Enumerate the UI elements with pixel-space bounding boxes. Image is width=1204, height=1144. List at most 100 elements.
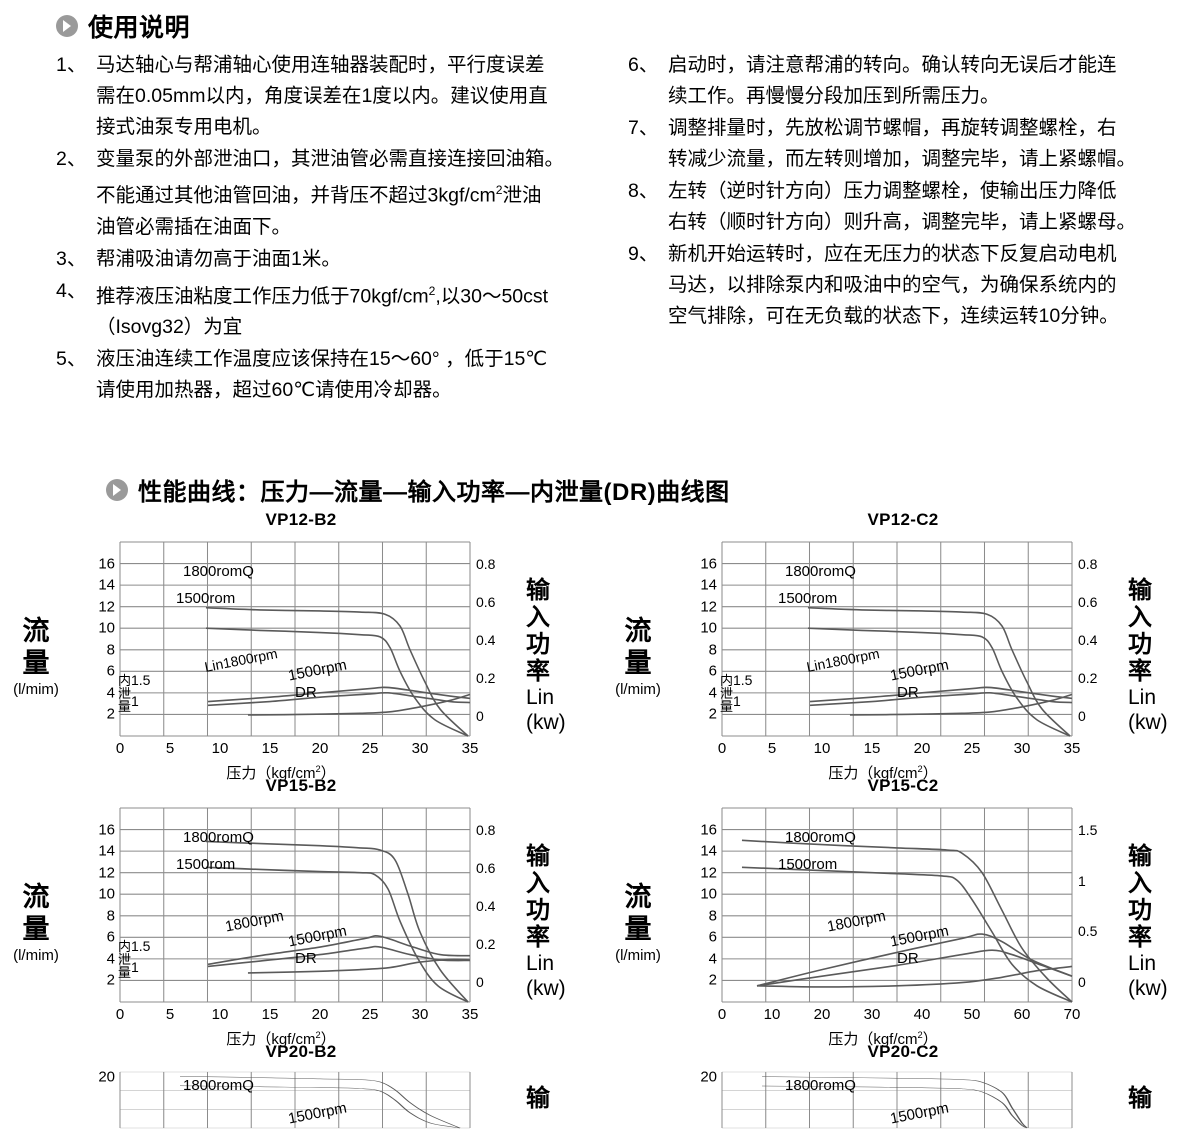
x-tick: 20	[913, 740, 931, 757]
y-tick: 16	[98, 821, 115, 839]
y2-axis-label-cjk: 输入功率	[1128, 843, 1152, 951]
x-tick: 0	[717, 1006, 727, 1023]
instruction-item: 2、 变量泵的外部泄油口，其泄油管必需直接连接回油箱。 不能通过其他油管回油，并背压…	[56, 144, 604, 243]
instruction-item: 5、 液压油连续工作温度应该保持在15～60° ，低于15℃ 请使用加热器，超过60…	[56, 344, 604, 406]
curve-1500rpm	[179, 1085, 461, 1129]
chart-svg	[119, 807, 471, 1003]
series-label-1500rom: 1500rom	[778, 590, 838, 608]
chart-svg	[119, 541, 471, 737]
y-tick: 2	[106, 705, 115, 723]
curve-lin1800rpm	[207, 934, 471, 966]
curve-1500rom	[741, 866, 1073, 1003]
chart-svg	[721, 807, 1073, 1003]
instruction-number: 2、	[56, 148, 87, 170]
play-circle-icon	[56, 15, 78, 37]
y-tick: 4	[106, 950, 115, 968]
y-tick: 8	[708, 641, 717, 659]
y-axis-label-left: 流量 (l/mim)	[602, 536, 674, 776]
play-circle-icon	[106, 478, 128, 501]
y-tick: 4	[708, 684, 717, 702]
y2-axis-label-lin: Lin	[1128, 952, 1157, 975]
y2-axis-unit: (kw)	[1128, 977, 1168, 1000]
y2-axis-label-cjk: 输	[1128, 1084, 1152, 1112]
instruction-line: 帮浦吸油请勿高于油面1米。	[96, 247, 341, 270]
chart-title: VP15-C2	[867, 776, 939, 795]
y2-tick: 0.8	[476, 556, 496, 573]
x-tick: 0	[717, 740, 727, 757]
plot-area-wrapper: 1800romQ 1500rpm 20	[676, 1068, 1128, 1129]
y-tick: 2	[708, 705, 717, 723]
x-tick: 40	[913, 1006, 931, 1023]
instruction-line: 接式油泵专用电机。	[96, 116, 272, 138]
y-tick: 12	[700, 864, 717, 882]
chart-vp20-b2: VP20-B2 输 1800romQ 1500rpm 20	[0, 1042, 602, 1129]
y2-axis-label-lin: Lin	[526, 952, 555, 975]
instruction-line: 油管必需插在油面下。	[96, 215, 292, 238]
y-axis-label-cjk: 流量	[624, 615, 652, 678]
plot-area-wrapper: 1800romQ 1500rom Lin1800rpm 1500rpm DR 2 4 6 8 10…	[74, 536, 526, 782]
inner-axis-label: 内泄量	[118, 672, 132, 714]
instruction-line: 空气排除，可在无负载的状态下，连续运转10分钟。	[668, 305, 1119, 327]
instructions-right-column: 6、 启动时，请注意帮浦的转向。确认转向无误后才能连 续工作。再慢慢分段加压到所需压…	[628, 50, 1176, 407]
instruction-line: 液压油连续工作温度应该保持在15～60° ，低于15℃	[96, 348, 548, 370]
y2-tick: 0	[1078, 707, 1086, 724]
chart-row: VP12-B2 流量 (l/mim) 输入功率 Lin (kw) 1800romQ 1500r…	[0, 510, 1204, 782]
instruction-line: 左转（逆时针方向）压力调整螺栓，使输出压力降低	[668, 180, 1117, 202]
y-tick: 12	[98, 864, 115, 882]
y2-axis-label-cjk: 输入功率	[526, 577, 550, 685]
curve-lin1800rpm	[809, 686, 1073, 703]
plot-area: 1800romQ 1500rom 1800rpm 1500rpm DR 2 4 6 8 10 12 1…	[98, 807, 495, 1048]
instruction-item: 9、 新机开始运转时，应在无压力的状态下反复启动电机 马达，以排除泵内和吸油中的空气…	[628, 239, 1176, 332]
instruction-line: 需在0.05mm以内，角度误差在1度以内。建议使用直	[96, 85, 548, 107]
instruction-line: 启动时，请注意帮浦的转向。确认转向无误后才能连	[668, 54, 1117, 76]
y2-axis-unit: (kw)	[526, 711, 566, 734]
chart-vp15-b2: VP15-B2 流量 (l/mim) 输入功率 Lin (kw) 1800romQ 1500r…	[0, 776, 602, 1048]
x-tick: 5	[165, 740, 175, 757]
series-label-1800romq: 1800romQ	[183, 563, 254, 581]
y-axis-label-left: 流量 (l/mim)	[602, 802, 674, 1042]
instruction-item: 1、 马达轴心与帮浦轴心使用连轴器装配时，平行度误差 需在0.05mm以内，角度误差…	[56, 50, 604, 143]
chart-vp12-c2: VP12-C2 流量 (l/mim) 输入功率 Lin (kw) 1800romQ 1500r…	[602, 510, 1204, 782]
chart-title: VP20-B2	[265, 1042, 337, 1061]
y2-tick: 0	[1078, 973, 1086, 990]
y-tick: 14	[700, 576, 717, 594]
x-tick: 20	[311, 740, 329, 757]
instruction-text: 左转（逆时针方向）压力调整螺栓，使输出压力降低 右转（顺时针方向）则升高，调整完毕…	[668, 176, 1176, 238]
y-tick: 2	[708, 971, 717, 989]
x-tick: 20	[311, 1006, 329, 1023]
y-axis-unit: (l/mim)	[615, 680, 661, 698]
instruction-number: 7、	[628, 117, 659, 139]
plot-area: 1800romQ 1500rom Lin1800rpm 1500rpm DR 2 4 6 8 10…	[700, 541, 1097, 782]
curve-lin1800rpm	[207, 686, 471, 703]
series-label-1500rom: 1500rom	[778, 856, 838, 874]
y-axis-label-cjk: 流量	[624, 881, 652, 944]
chart-svg	[721, 541, 1073, 737]
x-tick: 10	[211, 1006, 229, 1023]
instruction-text: 液压油连续工作温度应该保持在15～60° ，低于15℃ 请使用加热器，超过60℃请…	[96, 344, 604, 406]
y-tick: 16	[98, 555, 115, 573]
curve-1500rom	[807, 627, 1071, 737]
y-axis-label-left: 流量 (l/mim)	[0, 802, 72, 1042]
y2-tick: 1	[1078, 872, 1086, 889]
instruction-item: 3、 帮浦吸油请勿高于油面1米。	[56, 244, 604, 275]
y-tick: 8	[106, 907, 115, 925]
x-tick: 0	[115, 740, 125, 757]
series-label-1800romq: 1800romQ	[785, 1076, 856, 1094]
instruction-line: 不能通过其他油管回油，并背压不超过3kgf/cm2泄油	[96, 183, 542, 207]
x-tick: 5	[165, 1006, 175, 1023]
y-tick: 10	[700, 885, 717, 903]
instruction-item: 7、 调整排量时，先放松调节螺帽，再旋转调整螺栓，右 转减少流量，而左转则增加，调整…	[628, 113, 1176, 175]
chart-svg	[721, 1071, 1073, 1129]
y2-axis-label-lin: Lin	[526, 686, 555, 709]
y-axis-label-cjk: 流量	[22, 615, 50, 678]
y2-axis-label-lin: Lin	[1128, 686, 1157, 709]
series-label-1800romq: 1800romQ	[183, 829, 254, 847]
y-axis-unit: (l/mim)	[13, 946, 59, 964]
y-tick: 16	[700, 555, 717, 573]
instruction-number: 4、	[56, 279, 87, 302]
y2-tick: 0.2	[476, 935, 496, 952]
y2-tick: 0.4	[476, 631, 496, 648]
y-tick: 14	[700, 842, 717, 860]
y-tick: 6	[106, 662, 115, 680]
